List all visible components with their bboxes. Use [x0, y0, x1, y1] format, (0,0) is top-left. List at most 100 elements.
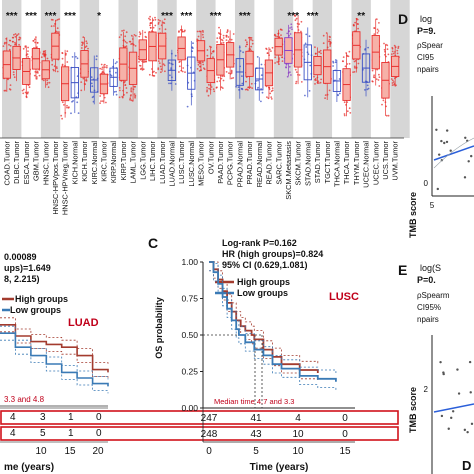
x-tick-label: PAAD.Tumor: [216, 140, 225, 183]
box-point: [46, 79, 49, 82]
box-point: [206, 54, 209, 57]
box-point: [390, 53, 393, 55]
box-point: [220, 38, 223, 41]
box-point: [251, 87, 254, 89]
scatter-point: [470, 154, 473, 158]
box-point: [290, 26, 293, 28]
box-point: [271, 46, 274, 49]
scatter-point: [437, 153, 441, 156]
panel-c-risk-low-1: 248: [201, 429, 218, 440]
box-point: [36, 76, 38, 78]
box-point: [55, 66, 58, 68]
box-point: [11, 40, 14, 43]
significance-marker: ***: [64, 11, 76, 22]
box-point: [197, 35, 200, 38]
x-tick-label: PRAD.Tumor: [245, 140, 254, 184]
box-point: [245, 45, 247, 48]
box-point: [34, 41, 36, 44]
box-point: [328, 38, 331, 41]
box-point: [391, 46, 394, 49]
box-point: [163, 18, 166, 21]
box-point: [155, 71, 157, 74]
box-point: [86, 42, 88, 45]
box-point: [35, 36, 37, 38]
panel-e-stat-2: P=0.: [417, 275, 436, 285]
box-point: [295, 80, 298, 83]
box-point: [154, 16, 156, 19]
box-point: [295, 71, 298, 73]
x-tick-label: LUSC.Normal: [187, 141, 196, 187]
box-point: [99, 102, 101, 104]
box-point: [80, 81, 83, 83]
box-point: [271, 87, 274, 90]
box-point: [334, 59, 337, 61]
box-point: [105, 101, 107, 104]
scatter-point: [451, 410, 455, 413]
box-point: [9, 84, 12, 86]
panel-e-y-tick: 2: [424, 385, 429, 394]
box-point: [387, 114, 390, 117]
box-point: [232, 77, 235, 79]
box-point: [51, 59, 54, 62]
panel-b-risk-low-4: 0: [96, 428, 102, 439]
box-point: [332, 61, 335, 64]
box-point: [13, 76, 16, 79]
box-point: [162, 63, 165, 65]
panel-c-x-tick-0: 0: [206, 446, 212, 457]
box-point: [242, 51, 245, 54]
box-point: [328, 89, 331, 92]
box-point: [285, 66, 287, 68]
box-point: [18, 38, 21, 41]
scatter-point: [457, 392, 461, 395]
panel-e-stat-4: CI95%: [417, 303, 441, 312]
panel-d-x-tick: 5: [430, 201, 435, 210]
box-point: [140, 67, 143, 70]
box-point: [276, 61, 279, 63]
box-point: [207, 83, 210, 86]
box-point: [134, 45, 137, 47]
box-point: [274, 56, 277, 59]
box-point: [383, 48, 386, 51]
box-point: [8, 88, 11, 90]
box-point: [357, 27, 359, 30]
panel-b-legend-high: High groups: [15, 294, 68, 304]
box-point: [18, 36, 21, 39]
survival-line-high: [0, 324, 109, 373]
x-tick-label: THYM.Tumor: [352, 140, 361, 185]
box-point: [304, 42, 307, 45]
box-point: [320, 78, 322, 81]
panel-d-stat-4: CI95: [417, 53, 434, 62]
box-point: [261, 91, 264, 94]
box-point: [9, 44, 12, 47]
box-point: [391, 79, 394, 82]
panel-c-risk-low-2: 43: [250, 429, 262, 440]
box-point: [133, 93, 136, 95]
box-point: [334, 61, 337, 64]
box-point: [213, 90, 216, 93]
box-point: [33, 74, 36, 77]
scatter-point: [456, 368, 459, 371]
significance-marker: ***: [25, 11, 37, 22]
panel-c-y-ticks: 1.00 0.75 0.50 0.25 0.00: [181, 257, 203, 413]
box-point: [337, 94, 339, 97]
x-tick-label: HNSC.Tumor: [41, 140, 50, 185]
box-point: [22, 92, 25, 95]
box-point: [157, 60, 160, 62]
box-point: [12, 73, 15, 76]
box-point: [124, 80, 126, 83]
significance-marker: ***: [181, 11, 193, 22]
box-point: [372, 76, 375, 78]
box-point: [395, 84, 397, 87]
panel-b-km-curves: [0, 317, 109, 394]
box-point: [163, 64, 166, 67]
box-point: [186, 105, 189, 108]
box-point: [212, 50, 215, 52]
box-point: [48, 81, 51, 84]
box-point: [130, 99, 133, 102]
box-point: [148, 17, 150, 20]
box-point: [100, 63, 103, 66]
panel-b-risk-low-3: 1: [68, 428, 74, 439]
box-point: [212, 88, 215, 91]
box-point: [100, 100, 102, 102]
